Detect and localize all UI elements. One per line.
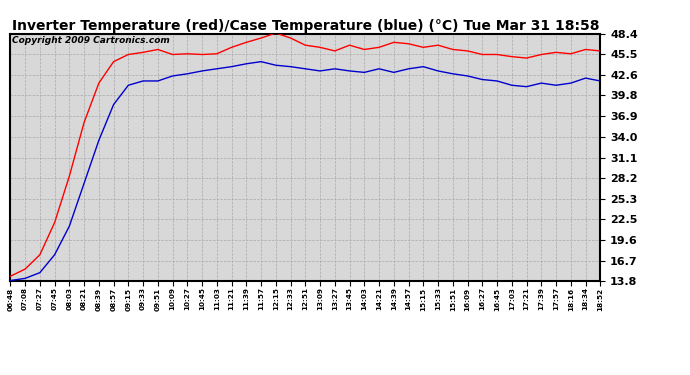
Text: Copyright 2009 Cartronics.com: Copyright 2009 Cartronics.com [12, 36, 169, 45]
Title: Inverter Temperature (red)/Case Temperature (blue) (°C) Tue Mar 31 18:58: Inverter Temperature (red)/Case Temperat… [12, 19, 599, 33]
